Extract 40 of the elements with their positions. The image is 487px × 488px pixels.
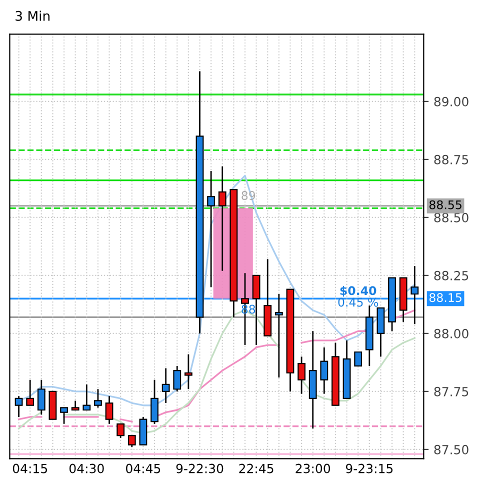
candlestick: [354, 351, 362, 366]
candlestick: [184, 354, 192, 390]
x-tick-label: 04:45: [126, 464, 160, 474]
ref-line-label: 88.55: [429, 200, 462, 210]
candlestick: [162, 368, 170, 404]
chart-title: 3 Min: [16, 10, 50, 21]
candlestick: [37, 379, 46, 416]
y-tick-label: 87.50: [434, 444, 468, 454]
candlestick: [410, 265, 419, 325]
candlestick: [274, 293, 283, 378]
x-tick-label: 9-23:15: [346, 464, 393, 474]
candlestick: [173, 365, 182, 392]
x-tick-label: 04:15: [12, 464, 48, 474]
y-tick-label: 87.75: [434, 386, 468, 396]
candlestick: [218, 166, 226, 272]
candlestick: [60, 406, 68, 425]
candlestick: [82, 384, 91, 411]
y-tick-label: 88.50: [434, 212, 468, 222]
candlestick: [128, 434, 136, 448]
candlestick: [116, 423, 125, 439]
y-tick-label: 88.00: [434, 328, 468, 338]
x-tick-label: 9-22:30: [176, 464, 224, 474]
candlestick: [94, 388, 102, 408]
candlestick: [14, 395, 23, 418]
candlestick: [71, 400, 80, 411]
ref-line-label: 88.15: [429, 293, 462, 302]
candlestick: [150, 379, 158, 425]
annotation: $0.40: [340, 286, 376, 297]
candlestick: [207, 170, 216, 288]
x-tick-label: 22:45: [239, 464, 274, 474]
y-tick-label: 88.25: [434, 270, 468, 280]
x-tick-label: 23:00: [296, 464, 330, 474]
annotation: 0.45 %: [338, 298, 378, 307]
y-tick-label: 88.75: [434, 154, 468, 164]
x-tick-label: 04:30: [69, 464, 104, 474]
y-tick-label: 89.00: [434, 96, 468, 106]
candlestick: [26, 379, 34, 406]
candlestick: [320, 346, 328, 394]
candlestick: [105, 395, 114, 425]
candlestick: [298, 356, 306, 394]
